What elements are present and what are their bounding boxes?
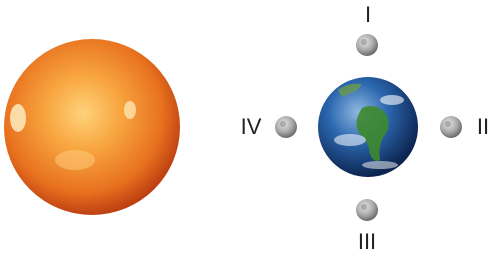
moon-label: I [365,2,371,27]
moon-label: III [358,229,376,254]
moon [356,34,378,56]
moon [356,199,378,221]
sun [4,39,180,215]
moon [275,116,297,138]
page: I II III IV (() => { const data = JSON.p… [0,0,490,259]
earth [318,77,418,177]
moon [440,116,462,138]
moon-label: II [477,114,489,139]
diagram: I II III IV [0,0,490,259]
moon-label: IV [241,114,262,139]
